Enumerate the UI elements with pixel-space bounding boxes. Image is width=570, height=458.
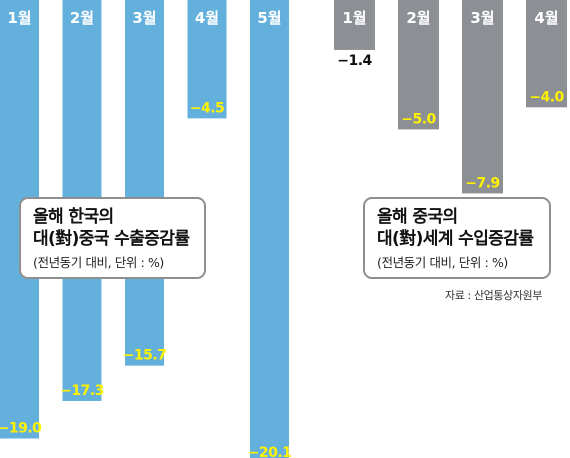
source-note: 자료 : 산업통상자원부 xyxy=(445,289,542,302)
export-value-label-4: −4.5 xyxy=(190,100,225,116)
export-value-label-3: −15.7 xyxy=(123,348,167,364)
import-bar-2 xyxy=(398,0,439,130)
export-chart-unit-note: (전년동기 대비, 단위 : %) xyxy=(33,255,164,270)
export-bar-5 xyxy=(250,0,289,458)
import-value-label-4: −4.0 xyxy=(529,89,564,105)
export-value-label-1: −19.0 xyxy=(0,421,42,437)
import-value-label-2: −5.0 xyxy=(401,111,436,127)
export-month-label-4: 4월 xyxy=(195,9,219,27)
import-value-label-1: −1.4 xyxy=(337,53,372,69)
export-chart-title-line1: 올해 한국의 xyxy=(33,207,114,227)
export-chart-title-line2: 대(對)중국 수출증감률 xyxy=(33,229,190,249)
export-month-label-1: 1월 xyxy=(7,9,31,27)
export-value-label-2: −17.3 xyxy=(60,383,104,399)
export-month-label-5: 5월 xyxy=(257,9,281,27)
import-chart-unit-note: (전년동기 대비, 단위 : %) xyxy=(377,255,508,270)
import-month-label-1: 1월 xyxy=(342,9,366,27)
export-value-label-5: −20.1 xyxy=(248,445,292,458)
import-value-label-3: −7.9 xyxy=(465,175,500,191)
export-month-label-3: 3월 xyxy=(132,9,156,27)
import-legend-box: 올해 중국의 대(對)세계 수입증감률 (전년동기 대비, 단위 : %) xyxy=(363,197,551,279)
export-bars: 1월 −19.0 2월 −17.3 3월 −15.7 4월 −4.5 5월 −20.1 xyxy=(0,0,292,458)
export-month-label-2: 2월 xyxy=(70,9,94,27)
import-month-label-2: 2월 xyxy=(406,9,430,27)
import-month-label-4: 4월 xyxy=(534,9,558,27)
import-chart-title-line1: 올해 중국의 xyxy=(377,207,458,227)
import-bar-3 xyxy=(462,0,503,194)
import-chart-title-line2: 대(對)세계 수입증감률 xyxy=(377,229,534,249)
export-bar-3 xyxy=(125,0,164,366)
import-bar-4 xyxy=(526,0,567,108)
import-month-label-3: 3월 xyxy=(470,9,494,27)
export-legend-box: 올해 한국의 대(對)중국 수출증감률 (전년동기 대비, 단위 : %) xyxy=(19,197,206,279)
import-bars: 1월 −1.4 2월 −5.0 3월 −7.9 4월 −4.0 xyxy=(334,0,567,194)
import-bar-1 xyxy=(334,0,375,50)
export-bar-4 xyxy=(187,0,227,119)
